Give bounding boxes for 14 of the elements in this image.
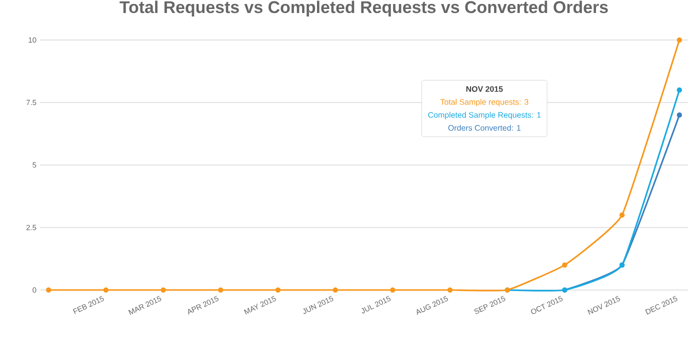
point [103, 287, 109, 293]
point [562, 262, 568, 268]
point [619, 212, 625, 218]
point [676, 87, 682, 93]
chart-title: Total Requests vs Completed Requests vs Converted Orders [120, 0, 608, 16]
point [160, 287, 166, 293]
point [218, 287, 224, 293]
point [46, 287, 52, 293]
point [332, 287, 338, 293]
point [676, 112, 682, 118]
point [390, 287, 396, 293]
point [676, 37, 682, 43]
point [275, 287, 281, 293]
point [447, 287, 453, 293]
